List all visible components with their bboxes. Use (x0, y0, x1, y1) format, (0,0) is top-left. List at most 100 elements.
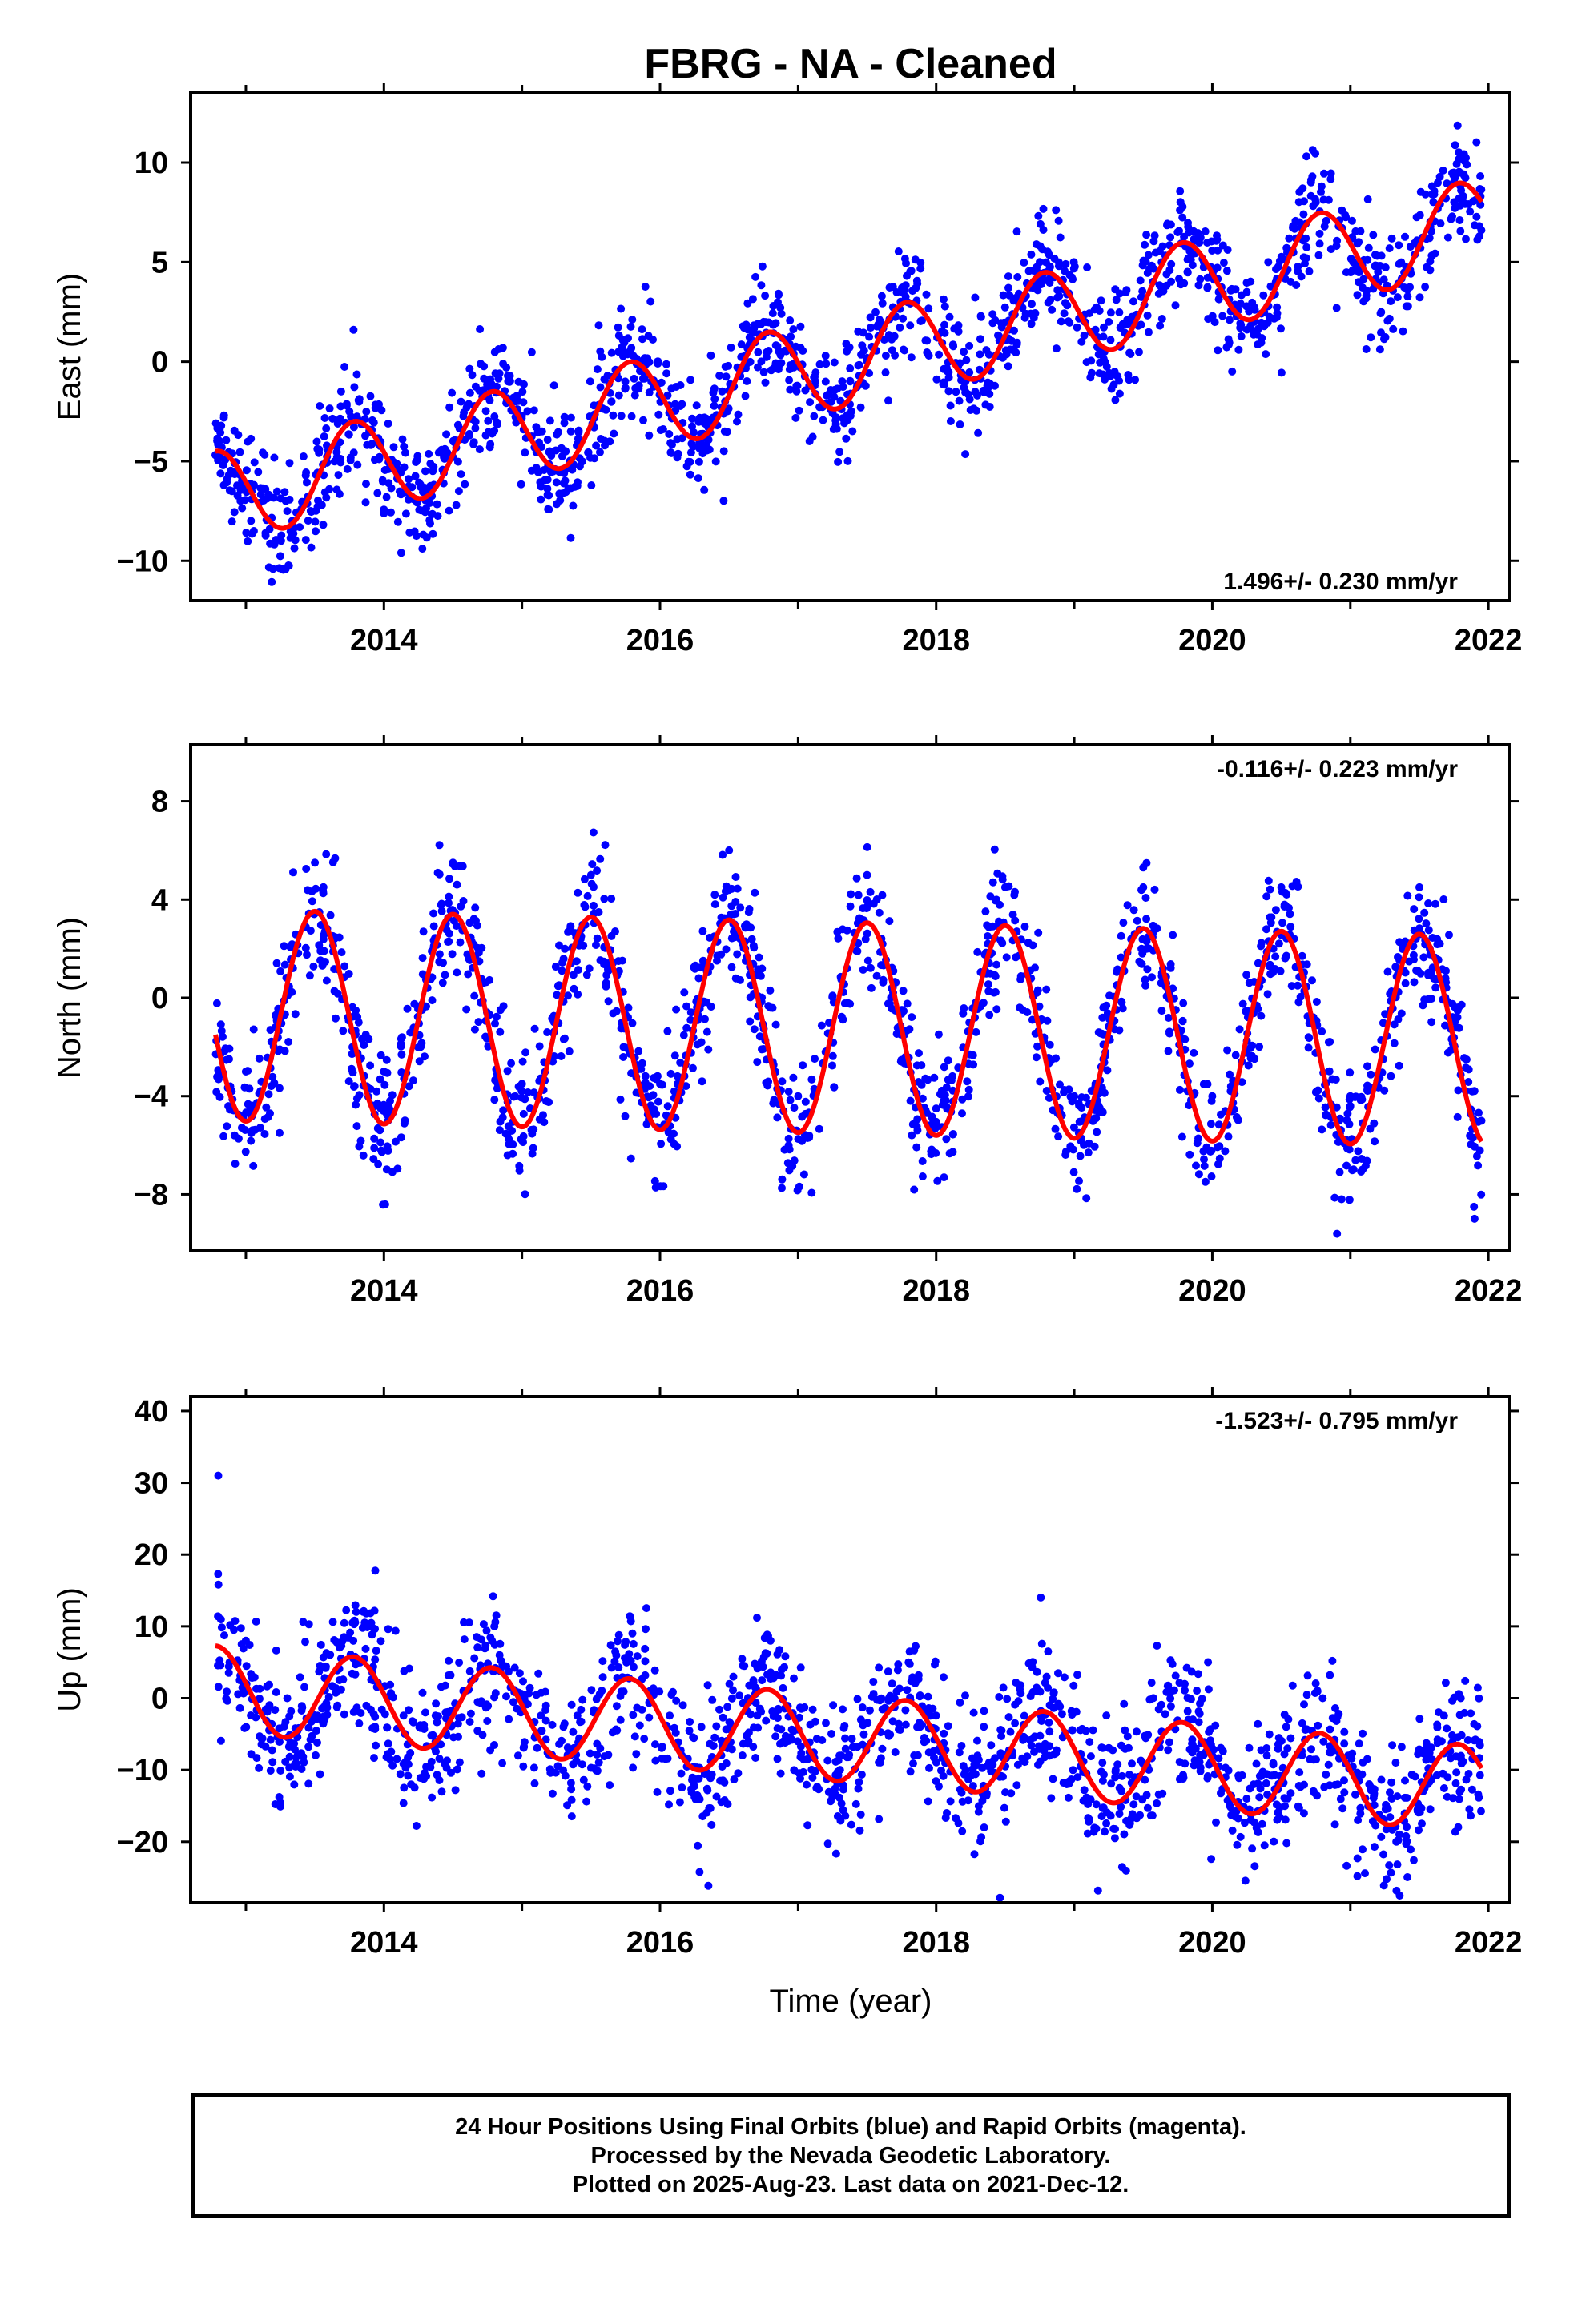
data-point (469, 440, 478, 448)
data-point (1095, 369, 1104, 378)
data-point (212, 999, 221, 1007)
data-point (1282, 891, 1291, 899)
data-point (1345, 1196, 1354, 1204)
data-point (1045, 1727, 1054, 1736)
data-point (396, 490, 405, 499)
data-point (1158, 242, 1167, 251)
data-point (790, 1156, 799, 1165)
data-point (607, 931, 616, 940)
data-point (1431, 899, 1439, 908)
data-point (1389, 324, 1398, 333)
data-point (1268, 1771, 1277, 1780)
data-point (1246, 1816, 1255, 1824)
data-point (428, 509, 437, 518)
data-point (629, 1711, 638, 1719)
data-point (1453, 121, 1462, 130)
data-point (662, 360, 670, 368)
data-point (1199, 1147, 1208, 1156)
data-point (1234, 345, 1243, 354)
data-point (943, 1809, 951, 1817)
data-point (906, 1767, 915, 1776)
data-point (1395, 241, 1403, 250)
data-point (548, 1789, 557, 1798)
data-point (768, 309, 777, 317)
data-point (1103, 1066, 1112, 1075)
data-point (593, 934, 602, 943)
data-point (885, 917, 894, 926)
data-point (1133, 1727, 1141, 1736)
data-point (441, 1681, 449, 1690)
y-tick-label: 0 (151, 982, 168, 1015)
data-point (1351, 1790, 1359, 1799)
data-point (1213, 231, 1221, 240)
data-point (1193, 1139, 1202, 1148)
data-point (323, 1711, 332, 1719)
data-point (1361, 1161, 1370, 1170)
data-point (377, 1146, 385, 1155)
data-point (405, 475, 413, 484)
data-point (702, 1784, 711, 1793)
data-point (905, 1025, 914, 1034)
data-point (1060, 309, 1069, 318)
data-point (906, 1096, 915, 1105)
data-point (679, 1031, 688, 1039)
data-point (844, 1753, 853, 1762)
data-point (266, 539, 275, 548)
data-point (791, 413, 800, 422)
data-point (1403, 1873, 1412, 1881)
data-point (1262, 1751, 1271, 1760)
data-point (682, 1082, 690, 1091)
data-point (1054, 1669, 1062, 1678)
data-point (932, 375, 941, 384)
data-point (418, 545, 427, 553)
data-point (583, 891, 592, 900)
data-point (1255, 1793, 1264, 1802)
data-point (1252, 1823, 1261, 1832)
data-point (1265, 312, 1274, 321)
data-point (1388, 1741, 1397, 1750)
data-point (452, 922, 461, 931)
data-point (322, 1699, 331, 1707)
data-point (300, 1683, 308, 1691)
data-point (897, 1055, 906, 1064)
data-point (491, 1019, 499, 1028)
data-point (1294, 981, 1302, 990)
data-point (332, 1688, 340, 1697)
data-point (403, 1004, 412, 1013)
data-point (370, 1144, 379, 1152)
data-point (1295, 218, 1304, 227)
data-point (1123, 316, 1132, 324)
data-point (1036, 1077, 1045, 1086)
data-point (224, 1668, 233, 1677)
data-point (956, 420, 964, 428)
data-point (1325, 1067, 1334, 1076)
data-point (422, 533, 431, 542)
data-point (1277, 324, 1285, 333)
data-point (1236, 324, 1245, 332)
data-point (1119, 919, 1128, 927)
data-point (777, 1725, 786, 1734)
data-point (361, 498, 370, 507)
data-point (496, 1027, 505, 1036)
data-point (502, 1692, 510, 1701)
data-point (631, 384, 640, 392)
data-point (350, 383, 359, 392)
data-point (968, 1051, 977, 1059)
data-point (306, 507, 315, 515)
data-point (584, 448, 593, 457)
data-point (824, 1787, 833, 1796)
data-point (1419, 953, 1428, 962)
data-point (1427, 1018, 1436, 1027)
data-point (624, 1003, 633, 1012)
data-point (930, 1073, 939, 1082)
data-point (698, 1077, 706, 1086)
data-point (729, 1672, 738, 1681)
data-point (901, 1720, 910, 1729)
data-point (256, 1695, 264, 1703)
data-point (1342, 1161, 1351, 1170)
data-point (1027, 1741, 1036, 1750)
data-point (315, 941, 324, 950)
data-point (440, 454, 449, 463)
data-point (1109, 1824, 1118, 1833)
data-point (1097, 296, 1105, 305)
